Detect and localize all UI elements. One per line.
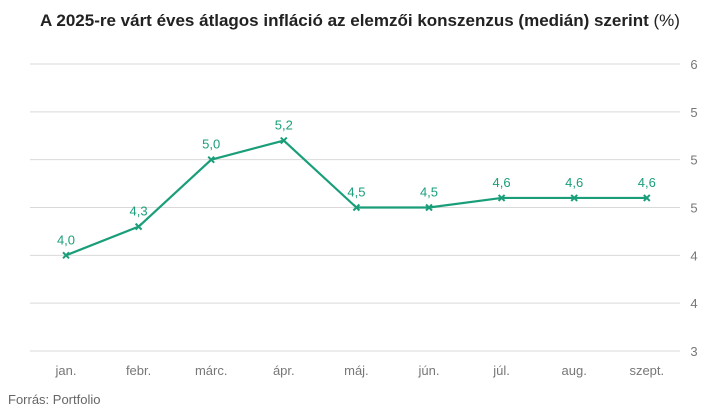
- data-point-marker: [425, 203, 433, 212]
- x-tick-label: jún.: [418, 363, 440, 378]
- data-label: 5,2: [275, 118, 293, 133]
- y-tick-label: 4: [690, 248, 697, 263]
- data-point-marker: [643, 194, 651, 202]
- data-label: 4,5: [347, 185, 365, 200]
- data-label: 4,6: [493, 175, 511, 190]
- y-tick-label: 4: [690, 296, 697, 311]
- data-label: 5,0: [202, 137, 220, 152]
- x-tick-label: márc.: [195, 363, 228, 378]
- y-tick-label: 5: [690, 153, 697, 168]
- x-tick-label: júl.: [492, 363, 510, 378]
- data-point-marker: [62, 251, 70, 260]
- data-point-marker: [280, 136, 288, 145]
- data-point-marker: [497, 194, 506, 202]
- x-tick-label: ápr.: [273, 363, 295, 378]
- x-tick-label: jan.: [55, 363, 77, 378]
- data-label: 4,6: [638, 175, 656, 190]
- data-point-marker: [207, 155, 215, 164]
- y-tick-label: 5: [690, 201, 697, 216]
- chart-title-unit: (%): [653, 11, 680, 30]
- data-label: 4,5: [420, 185, 438, 200]
- chart-title-text: A 2025-re várt éves átlagos infláció az …: [40, 11, 649, 30]
- data-point-marker: [352, 203, 361, 212]
- y-tick-label: 5: [690, 105, 697, 120]
- data-point-marker: [570, 194, 578, 202]
- source-note: Forrás: Portfolio: [8, 392, 101, 407]
- chart-title: A 2025-re várt éves átlagos infláció az …: [40, 8, 680, 33]
- x-tick-label: szept.: [629, 363, 664, 378]
- data-label: 4,0: [57, 232, 75, 247]
- x-tick-label: máj.: [344, 363, 369, 378]
- y-tick-label: 6: [690, 57, 697, 72]
- y-tick-label: 3: [690, 344, 697, 359]
- data-point-marker: [134, 222, 143, 231]
- data-label: 4,6: [565, 175, 583, 190]
- x-tick-label: febr.: [126, 363, 151, 378]
- data-label: 4,3: [130, 204, 148, 219]
- x-tick-label: aug.: [562, 363, 587, 378]
